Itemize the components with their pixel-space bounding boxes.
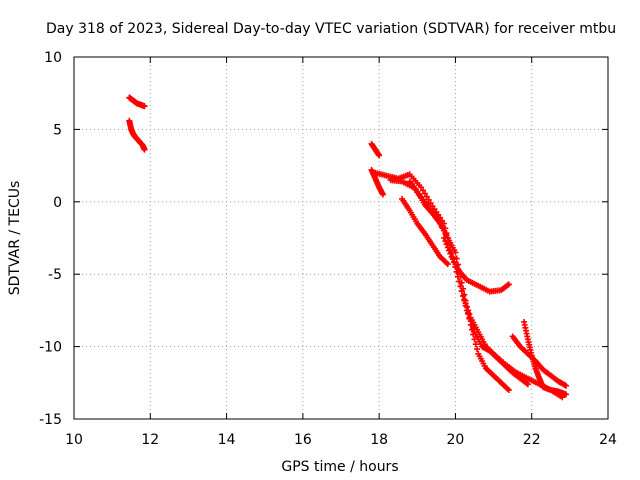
x-axis-label: GPS time / hours — [281, 459, 398, 475]
series-track-e — [372, 169, 531, 388]
x-tick-label: 14 — [218, 432, 236, 448]
data-point — [563, 391, 570, 398]
data-point — [466, 315, 473, 322]
data-point — [444, 244, 451, 251]
data-point — [444, 261, 451, 268]
y-tick-label: -5 — [48, 267, 62, 283]
data-point — [524, 381, 531, 388]
data-point — [563, 382, 570, 389]
y-axis-ticks: 10 5 0 -5 -10 -15 — [39, 50, 608, 428]
series-track-i — [440, 235, 512, 295]
x-tick-label: 24 — [599, 432, 617, 448]
data-point — [141, 103, 148, 110]
series-track-g — [406, 178, 512, 394]
data-point — [423, 193, 430, 200]
data-point — [467, 321, 474, 328]
data-point — [468, 326, 475, 333]
series-track-h — [399, 195, 451, 268]
x-axis-ticks: 10 12 14 16 18 20 22 24 — [65, 57, 617, 448]
data-point — [141, 146, 148, 153]
x-tick-label: 12 — [141, 432, 159, 448]
data-point — [458, 279, 465, 286]
y-tick-label: -15 — [39, 412, 62, 428]
x-tick-label: 20 — [447, 432, 465, 448]
x-tick-label: 16 — [294, 432, 312, 448]
data-point — [376, 152, 383, 159]
data-point — [418, 184, 425, 191]
data-points — [126, 94, 570, 401]
chart-title: Day 318 of 2023, Sidereal Day-to-day VTE… — [46, 21, 616, 37]
plot-frame — [73, 56, 609, 420]
x-tick-label: 18 — [370, 432, 388, 448]
data-point — [447, 250, 454, 257]
x-tick-label: 22 — [523, 432, 541, 448]
data-point — [443, 241, 450, 248]
series-track-c — [368, 140, 383, 159]
series-track-b — [126, 117, 148, 153]
data-point — [465, 309, 472, 316]
data-point — [472, 341, 479, 348]
data-point — [442, 238, 449, 245]
data-point — [427, 200, 434, 207]
y-tick-label: 0 — [53, 195, 62, 211]
data-point — [463, 303, 470, 310]
y-tick-label: 10 — [44, 50, 62, 66]
data-point — [425, 196, 432, 203]
data-point — [470, 331, 477, 338]
y-axis-label: SDTVAR / TECUs — [7, 181, 23, 296]
data-point — [461, 291, 468, 298]
data-point — [421, 190, 428, 197]
series-track-a — [126, 94, 148, 110]
series-track-k — [521, 318, 570, 398]
y-tick-label: -10 — [39, 340, 62, 356]
data-point — [474, 346, 481, 353]
data-point — [440, 235, 447, 241]
x-tick-label: 10 — [65, 432, 83, 448]
data-point — [452, 249, 459, 256]
data-point — [505, 281, 512, 288]
grid-lines — [74, 57, 608, 419]
data-point — [505, 387, 512, 394]
data-point — [460, 285, 467, 292]
data-point — [471, 336, 478, 343]
data-point — [462, 297, 469, 304]
y-tick-label: 5 — [53, 122, 62, 138]
data-point — [379, 191, 386, 198]
data-point — [420, 187, 427, 194]
data-point — [446, 247, 453, 254]
